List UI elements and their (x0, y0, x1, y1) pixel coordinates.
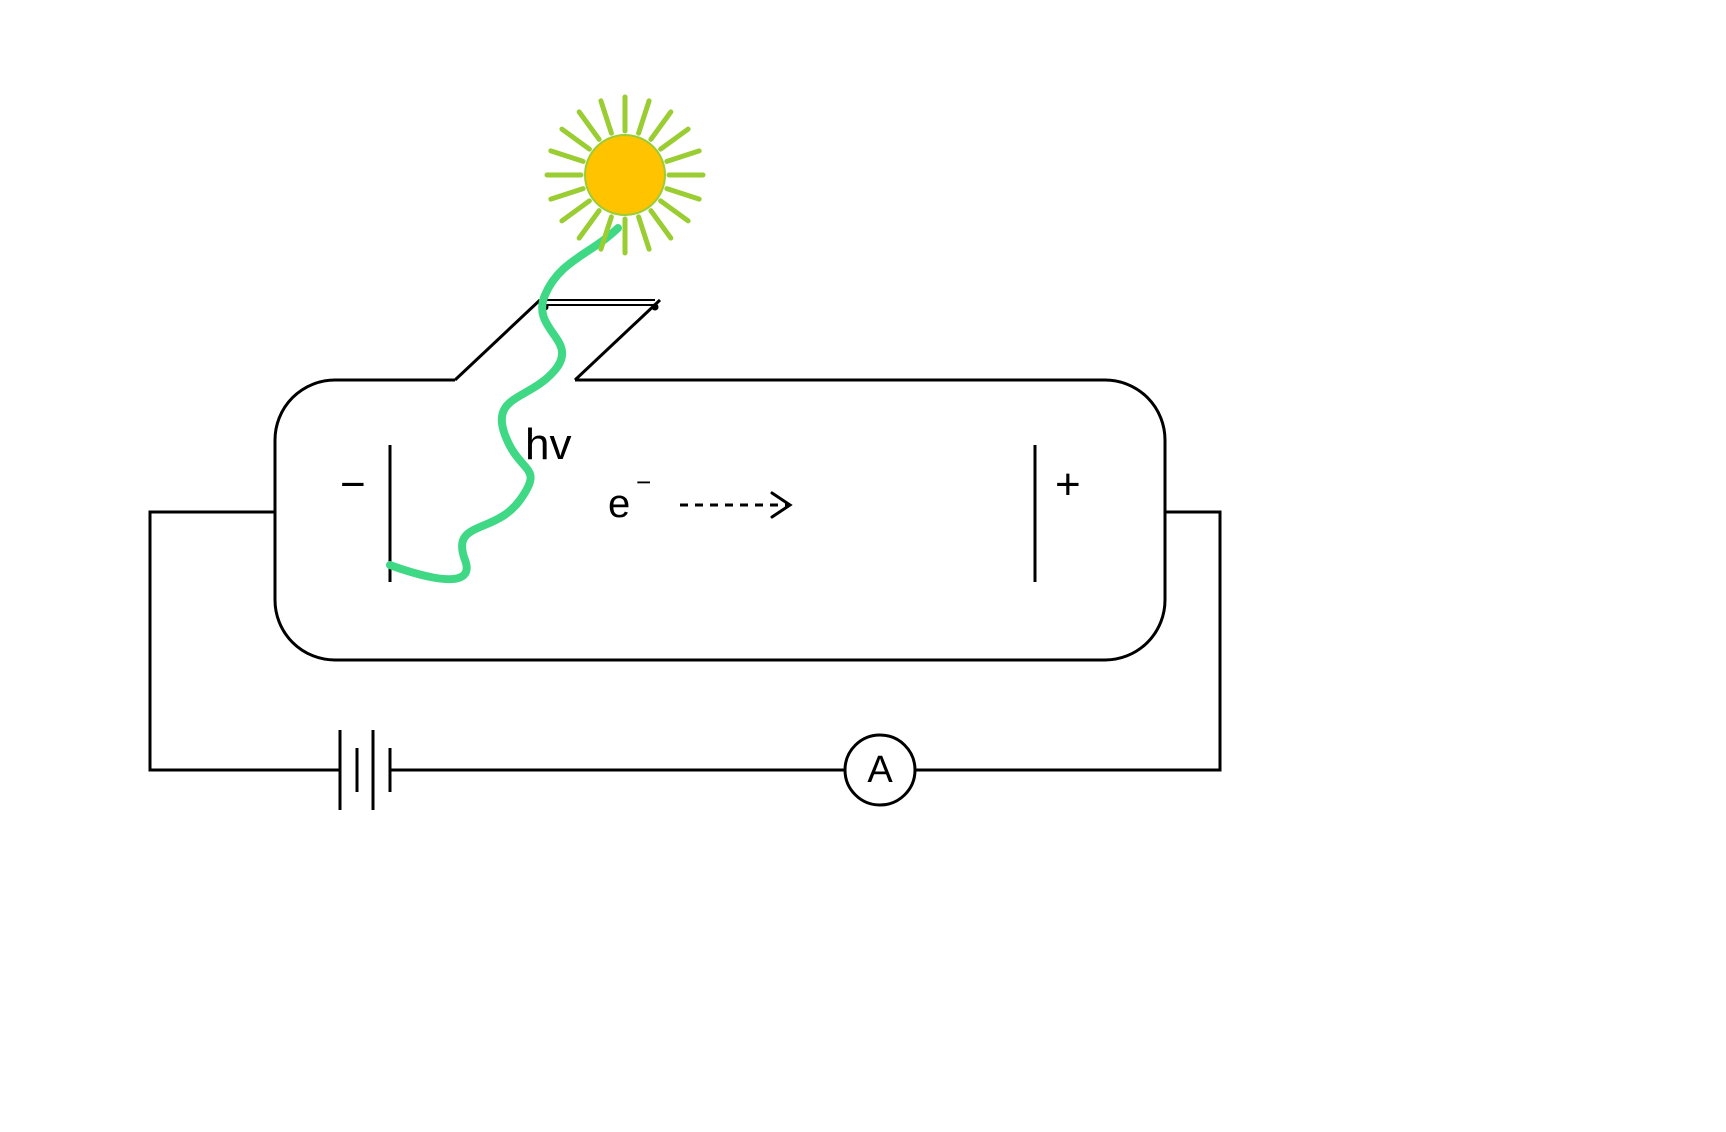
ammeter-symbol: A (845, 735, 915, 805)
electron-arrow (680, 493, 790, 517)
ammeter-label: A (867, 749, 893, 791)
circuit-wires (150, 512, 1220, 770)
vacuum-tube (275, 380, 1165, 660)
photon-wave (390, 228, 618, 579)
electrodes (390, 445, 1035, 582)
photoelectric-circuit-diagram: A (0, 0, 1726, 1132)
electron-label: e (608, 482, 630, 527)
photon-energy-label: hv (525, 420, 571, 470)
diagram-stage: A − + hv e − (0, 0, 1726, 1132)
sun-icon (547, 97, 703, 253)
battery-symbol (340, 730, 390, 810)
electron-superscript: − (636, 467, 651, 498)
anode-plus-label: + (1055, 460, 1081, 510)
cathode-minus-label: − (340, 460, 366, 510)
